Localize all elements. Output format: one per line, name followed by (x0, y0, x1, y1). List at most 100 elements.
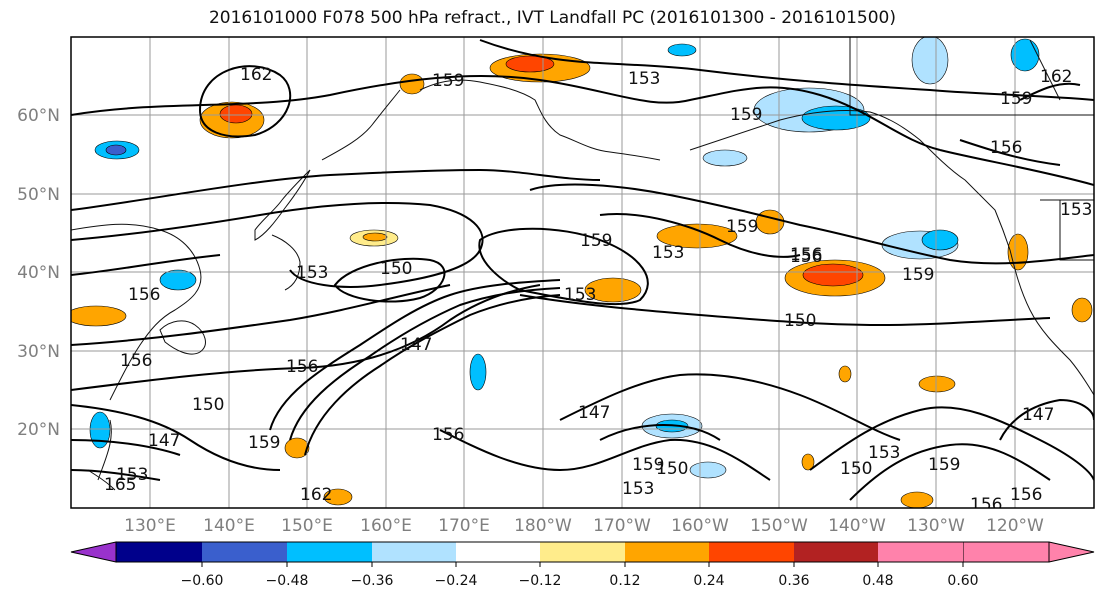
lon-label: 120°W (986, 516, 1044, 536)
contour-label: 147 (578, 403, 610, 423)
anomaly-patch (469, 353, 487, 391)
lon-label: 160°E (360, 516, 412, 536)
lon-label: 180°W (514, 516, 572, 536)
colorbar-segment (202, 542, 287, 562)
contour-label: 156 (790, 245, 822, 265)
contour-label: 159 (632, 455, 664, 475)
anomaly-patch (689, 461, 727, 479)
anomaly-patch (159, 269, 197, 291)
anomaly-patch (219, 104, 253, 124)
lon-axis: 130°E 140°E 150°E 160°E 170°E 180°W 170°… (124, 516, 1044, 536)
map-frame (70, 36, 1095, 509)
anomaly-patch (1010, 38, 1040, 72)
colorbar-tick-label: −0.36 (351, 573, 394, 589)
contour-label: 159 (928, 455, 960, 475)
contour-label: 147 (1022, 405, 1054, 425)
coastlines (71, 37, 1094, 491)
anomaly-patch (911, 37, 949, 85)
anomaly-patch (918, 375, 956, 393)
colorbar-segment (625, 542, 709, 562)
colorbar-segment (540, 542, 625, 562)
height-contours (71, 39, 1094, 501)
contour-label: 156 (120, 351, 152, 371)
colorbar-outline (115, 541, 1050, 563)
anomaly-patch (656, 223, 738, 249)
lat-label: 50°N (17, 185, 60, 205)
colorbar-tick-label: −0.12 (519, 573, 562, 589)
contour-label: 159 (730, 105, 762, 125)
contour-label: 153 (652, 243, 684, 263)
contour-label: 153 (296, 263, 328, 283)
lat-label: 20°N (17, 420, 60, 440)
lon-label: 150°W (750, 516, 808, 536)
colorbar-tick-label: 0.48 (862, 573, 893, 589)
colorbar-tick-label: 0.12 (609, 573, 640, 589)
lon-label: 160°W (671, 516, 729, 536)
colorbar-segment (456, 542, 540, 562)
contour-label: 150 (840, 459, 872, 479)
contour-label: 156 (970, 495, 1002, 515)
contour-label: 150 (192, 395, 224, 415)
contour-label: 159 (726, 217, 758, 237)
colorbar-tick-label: −0.60 (181, 573, 224, 589)
lon-label: 130°W (907, 516, 965, 536)
colorbar-segment (372, 542, 456, 562)
contour-label: 150 (784, 311, 816, 331)
anomaly-patch (1071, 297, 1093, 323)
anomaly-patch (284, 437, 310, 459)
contour-label: 147 (148, 431, 180, 451)
anomaly-patch (702, 149, 748, 167)
anomaly-patch (584, 277, 642, 303)
contour-label: 162 (300, 485, 332, 505)
contour-label: 156 (432, 425, 464, 445)
lon-label: 150°E (281, 516, 333, 536)
map-title: 2016101000 F078 500 hPa refract., IVT La… (208, 8, 896, 28)
anomaly-patch (89, 411, 111, 449)
lat-axis: 60°N 50°N 40°N 30°N 20°N (17, 106, 60, 440)
contour-label: 159 (902, 265, 934, 285)
contour-label: 150 (380, 259, 412, 279)
anomaly-patch (667, 43, 697, 57)
colorbar-ticks (201, 562, 964, 567)
colorbar-tick-label: −0.24 (435, 573, 478, 589)
graticule (71, 37, 1094, 508)
colorbar-extend-high (962, 541, 1095, 563)
contour-label: 147 (400, 335, 432, 355)
colorbar-tick-label: 0.36 (778, 573, 809, 589)
anomaly-fill-layer (71, 37, 1093, 508)
lat-label: 30°N (17, 342, 60, 362)
colorbar-tick-label: 0.24 (693, 573, 724, 589)
lon-label: 140°W (828, 516, 886, 536)
lon-label: 130°E (124, 516, 176, 536)
contour-label: 153 (628, 69, 660, 89)
contour-label-layer: 162 159 153 159 156 153 150 156 159 153 … (104, 65, 1092, 515)
colorbar-segment (794, 542, 878, 562)
lon-label: 140°E (203, 516, 255, 536)
lon-label: 170°E (438, 516, 490, 536)
contour-label: 153 (564, 285, 596, 305)
contour-label: 156 (990, 138, 1022, 158)
contour-label: 165 (104, 475, 136, 495)
colorbar-segment (287, 542, 372, 562)
contour-label: 156 (286, 357, 318, 377)
anomaly-patch (921, 229, 959, 251)
colorbar-segment (878, 542, 963, 562)
contour-label: 159 (432, 71, 464, 91)
lat-label: 40°N (17, 263, 60, 283)
contour-label: 153 (622, 479, 654, 499)
colorbar-segment (709, 542, 794, 562)
anomaly-patch (105, 144, 127, 156)
anomaly-patch (900, 491, 934, 508)
contour-label: 153 (868, 443, 900, 463)
anomaly-patch (505, 55, 555, 73)
anomaly-patch (71, 305, 127, 327)
anomaly-patch (755, 209, 785, 235)
contour-label: 159 (580, 231, 612, 251)
contour-label: 156 (790, 247, 822, 267)
contour-label: 150 (656, 459, 688, 479)
anomaly-patch (399, 73, 425, 95)
contour-label: 156 (128, 285, 160, 305)
contour-label: 159 (248, 433, 280, 453)
colorbar-tick-label: 0.60 (947, 573, 978, 589)
